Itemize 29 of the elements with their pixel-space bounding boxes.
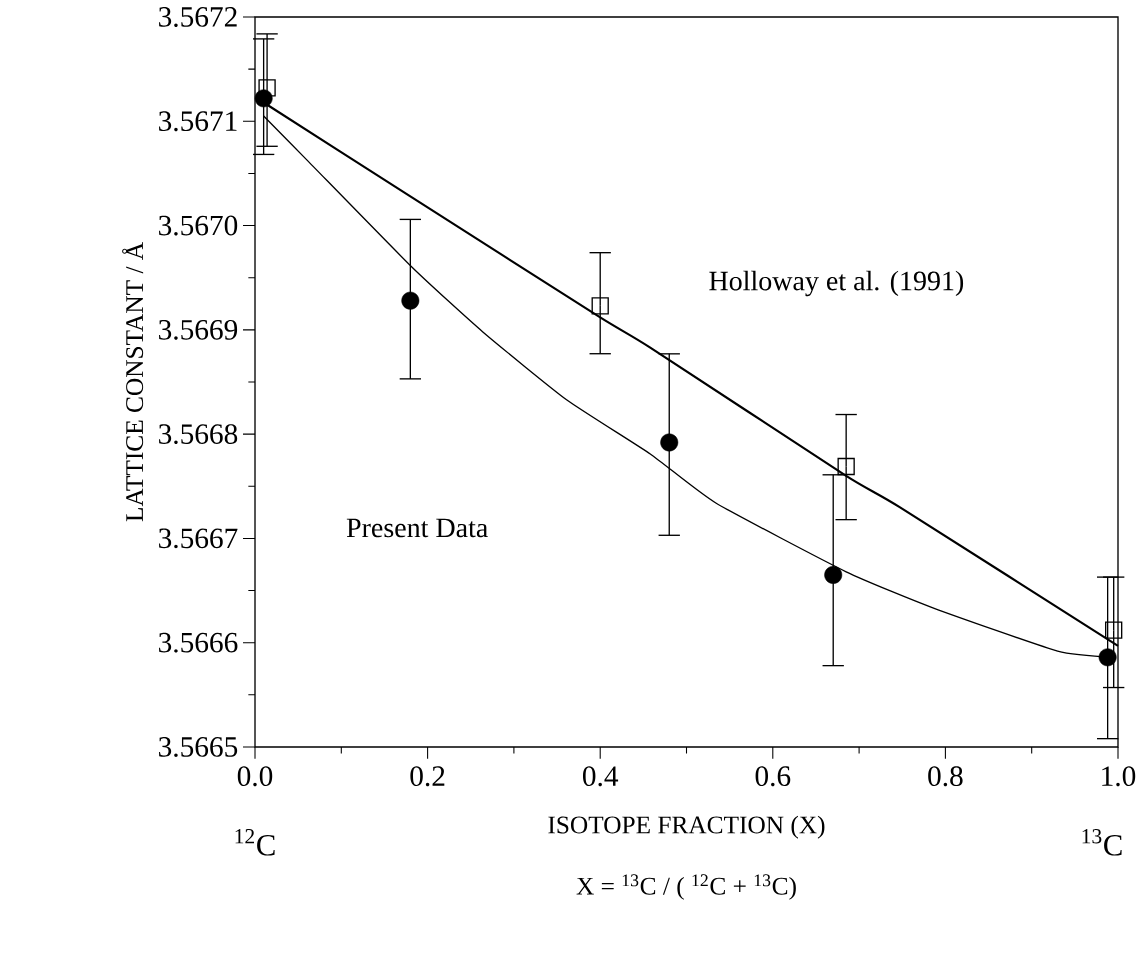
text: $^{12}$C xyxy=(235,829,275,856)
y-tick-label: 3.5667 xyxy=(159,528,238,549)
x-axis-title: ISOTOPE FRACTION (X) xyxy=(548,815,825,839)
point xyxy=(660,433,679,452)
y-tick-label: 3.5666 xyxy=(159,632,238,653)
point xyxy=(591,297,609,315)
y-tick-label: 3.5669 xyxy=(159,319,238,340)
point xyxy=(837,457,855,476)
point xyxy=(258,79,276,97)
x-tick-label: 0.8 xyxy=(928,766,963,787)
x-tick-label: 0.0 xyxy=(237,766,273,787)
annotation: Present Data xyxy=(346,518,488,538)
point xyxy=(824,565,843,584)
y-tick-label: 3.5671 xyxy=(159,111,237,132)
x-tick-label: 1.0 xyxy=(1102,766,1136,787)
point xyxy=(1105,621,1123,639)
text: X = $^{13}$C / ( $^{12}$C + $^{13}$C) xyxy=(576,874,796,900)
y-tick-label: 3.5668 xyxy=(159,424,238,445)
x-tick-label: 0.4 xyxy=(582,766,619,787)
y-tick-label: 3.5670 xyxy=(159,215,238,236)
point xyxy=(401,291,420,310)
x-tick-label: 0.6 xyxy=(755,766,791,787)
annotation: Holloway et al. (1991) xyxy=(709,270,964,297)
y-tick-label: 3.5665 xyxy=(159,737,238,757)
y-tick-label: 3.5672 xyxy=(159,7,237,27)
x-tick-label: 0.2 xyxy=(410,766,445,787)
text: $^{13}$C xyxy=(1082,829,1122,856)
y-axis-title: LATTICE CONSTANT / Å xyxy=(122,242,144,522)
point xyxy=(1098,648,1117,667)
